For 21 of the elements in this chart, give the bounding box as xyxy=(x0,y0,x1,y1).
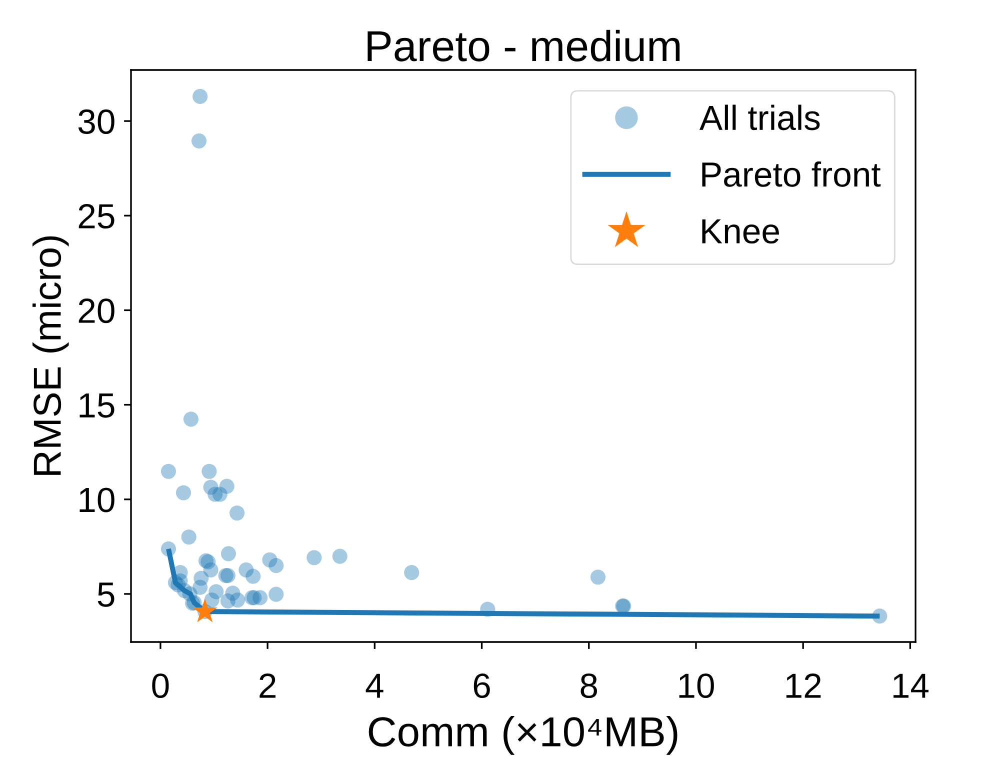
y-tick-label: 20 xyxy=(78,298,114,324)
chart-title: Pareto - medium xyxy=(368,30,680,62)
legend-label: Pareto front xyxy=(702,161,881,187)
y-tick-label: 30 xyxy=(78,109,114,134)
y-tick-label: 5 xyxy=(98,582,114,607)
x-tick-label: 10 xyxy=(679,673,714,698)
x-tick-label: 0 xyxy=(152,673,169,698)
x-tick-label: 8 xyxy=(580,673,598,698)
y-axis-title: RMSE (micro) xyxy=(32,236,69,475)
x-tick-label: 14 xyxy=(894,674,928,698)
y-tick-label: 15 xyxy=(80,393,114,418)
legend-label: All trials xyxy=(699,104,820,130)
x-tick-label: 2 xyxy=(260,673,276,698)
x-axis-title: Comm (×10⁴MB) xyxy=(368,716,678,755)
x-tick-label: 12 xyxy=(786,673,821,698)
point xyxy=(192,598,218,622)
y-tick-label: 10 xyxy=(80,488,114,512)
y-tick-label: 25 xyxy=(78,204,114,229)
legend-label: Knee xyxy=(702,219,779,244)
x-tick-label: 4 xyxy=(366,674,384,698)
x-tick-label: 6 xyxy=(474,673,490,698)
